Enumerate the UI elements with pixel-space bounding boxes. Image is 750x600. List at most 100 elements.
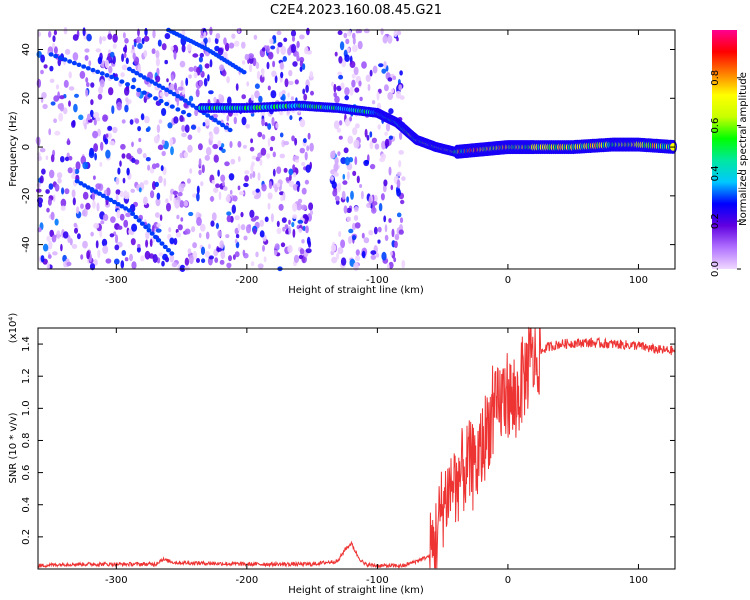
noise-cell [209,196,215,202]
track-cell [160,85,166,91]
noise-cell [338,74,344,80]
noise-cell [74,93,79,98]
x-tick-label: 100 [629,575,648,586]
noise-cell [339,41,345,51]
noise-cell [131,223,138,232]
track-cell [145,77,151,82]
noise-cell [240,211,244,218]
noise-cell [40,96,44,103]
noise-cell [138,187,142,193]
noise-cell [114,234,119,244]
noise-cell [234,239,238,244]
noise-cell [292,214,298,220]
noise-cell [72,52,79,61]
noise-cell [347,30,352,37]
spectrogram-signal [197,100,677,159]
noise-cell [155,228,162,233]
noise-cell [235,83,239,91]
noise-cell [164,256,170,263]
noise-cell [381,140,386,150]
noise-cell [241,116,247,126]
noise-cell [54,183,60,192]
noise-cell [157,39,162,47]
noise-cell [369,69,373,77]
noise-cell [267,202,271,210]
noise-cell [275,122,279,129]
noise-cell [226,211,232,216]
colorbar-label: Normalized spectral amplitude [738,72,749,226]
noise-cell [68,155,73,161]
noise-cell [84,48,90,53]
track-cell [130,84,136,90]
noise-cell [109,233,115,238]
noise-cell [84,55,89,61]
noise-cell [48,240,53,250]
noise-cell [219,64,225,72]
noise-cell [296,202,302,211]
noise-cell [89,109,94,118]
noise-cell [331,256,338,264]
snr-y-multiplier: (x10⁴) [8,313,19,344]
noise-cell [347,171,350,181]
noise-cell [350,190,354,200]
noise-cell [246,81,250,87]
noise-cell [342,180,348,185]
noise-cell [54,218,59,226]
track-cell [74,179,80,184]
noise-cell [209,133,214,141]
track-cell [115,202,121,207]
noise-cell [49,169,55,179]
noise-cell [193,71,198,79]
noise-cell [121,250,127,256]
noise-cell [145,157,151,162]
x-tick-label: -100 [366,575,389,586]
track-cell [175,107,181,112]
noise-cell [159,92,164,97]
noise-cell [249,146,255,152]
noise-cell [107,33,113,40]
noise-cell [188,211,194,217]
noise-cell [187,248,192,255]
noise-cell [309,71,314,79]
noise-cell [305,164,311,173]
noise-cell [352,44,358,53]
x-tick-label: 100 [629,275,648,286]
noise-cell [259,219,265,227]
noise-cell [303,93,308,101]
track-cell [216,120,222,125]
track-cell [171,91,177,97]
noise-cell [299,118,306,128]
noise-cell [122,177,126,184]
noise-cell [161,43,167,51]
y-tick-label: 40 [21,43,32,56]
noise-cell [231,204,236,214]
noise-cell [347,135,354,144]
noise-cell [221,148,226,153]
noise-cell [119,190,124,198]
noise-cell [306,27,310,36]
noise-cell [94,152,97,161]
noise-cell [301,187,307,195]
noise-cell [188,74,192,79]
track-cell [57,55,63,61]
noise-cell [209,59,213,68]
noise-cell [123,219,129,228]
noise-cell [223,37,227,46]
track-cell [181,110,186,115]
noise-cell [249,173,253,180]
noise-cell [68,86,75,91]
noise-cell [261,134,266,140]
noise-cell [172,190,179,195]
noise-cell [208,36,211,44]
noise-cell [261,69,265,78]
noise-cell [213,187,219,194]
noise-cell [237,141,242,148]
noise-cell [184,228,191,235]
noise-cell [215,222,219,229]
noise-cell [54,130,61,136]
track-cell [48,52,54,57]
noise-cell [390,251,393,256]
noise-cell [401,176,406,181]
colorbar-tick-label: 0.2 [710,213,721,229]
noise-cell [368,230,374,236]
